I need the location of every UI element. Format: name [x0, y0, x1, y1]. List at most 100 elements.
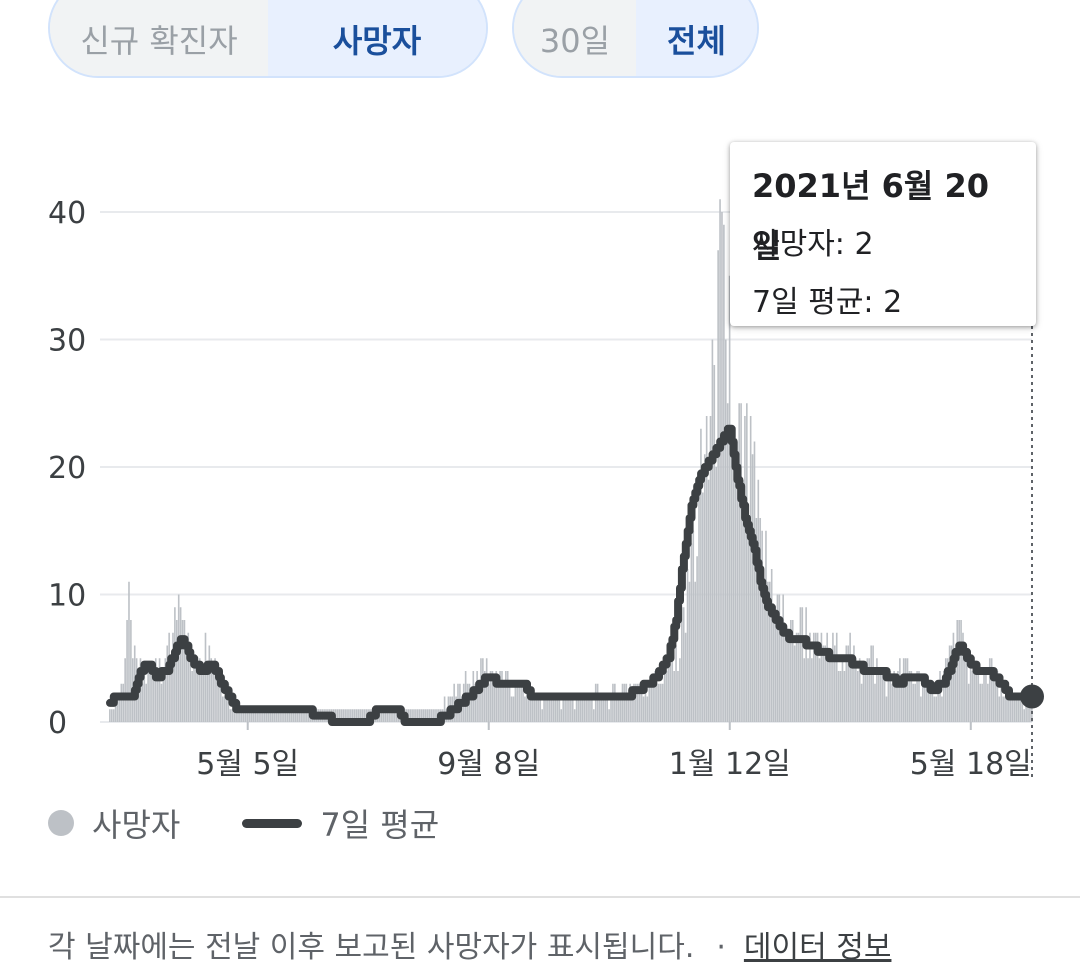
death-bar	[413, 709, 415, 722]
death-bar	[677, 671, 679, 722]
death-bar	[411, 709, 413, 722]
death-bar	[941, 696, 943, 722]
death-bar	[342, 709, 345, 722]
death-bar	[705, 416, 708, 722]
death-bar	[491, 671, 494, 722]
death-bar	[638, 683, 641, 722]
death-bar	[506, 671, 509, 722]
death-bar	[516, 683, 519, 722]
death-bar	[130, 620, 132, 722]
toggle-30-days[interactable]: 30일	[514, 0, 636, 76]
death-bar	[977, 671, 980, 722]
death-bar	[246, 709, 249, 722]
death-bar	[1019, 696, 1022, 722]
chart-tooltip: 2021년 6월 20일 사망자: 2 7일 평균: 2	[730, 142, 1036, 326]
death-bar	[415, 709, 417, 722]
death-bar	[195, 658, 197, 722]
footer-separator: ·	[716, 930, 726, 962]
death-bar	[277, 709, 279, 722]
legend-avg-label: 7일 평균	[320, 806, 440, 844]
data-info-link[interactable]: 데이터 정보	[743, 930, 892, 962]
death-bar	[359, 709, 362, 722]
death-bar	[273, 709, 276, 722]
death-bar	[355, 709, 358, 722]
death-bar	[340, 709, 343, 722]
death-bar	[260, 709, 262, 722]
death-bar	[478, 683, 480, 722]
death-bar	[795, 632, 798, 722]
death-bar	[556, 696, 559, 722]
death-bar	[763, 581, 765, 722]
death-bar	[430, 709, 433, 722]
death-bar	[778, 594, 781, 722]
hover-point	[1020, 684, 1044, 709]
death-bar	[422, 709, 425, 722]
death-bar	[696, 556, 698, 722]
death-bar	[292, 709, 295, 722]
death-bar	[835, 632, 838, 722]
death-bar	[487, 683, 490, 722]
range-toggle[interactable]: 30일 전체	[512, 0, 759, 78]
legend-deaths-label: 사망자	[92, 806, 181, 844]
death-bar	[801, 607, 804, 722]
death-bar	[878, 671, 880, 722]
death-bar	[916, 671, 918, 722]
death-bar	[258, 709, 260, 722]
death-bar	[579, 696, 582, 722]
death-bar	[969, 658, 972, 722]
death-bar	[432, 709, 434, 722]
death-bar	[675, 645, 677, 722]
x-tick-label: 9월 8일	[437, 747, 540, 782]
death-bar	[545, 696, 547, 722]
death-bar	[1031, 696, 1033, 722]
death-bar	[1015, 696, 1018, 722]
death-bar	[154, 658, 157, 722]
death-bar	[218, 683, 220, 722]
death-bar	[902, 658, 905, 722]
deaths-chart[interactable]: 0 10 20 30 40 5월 5일 9월 8일 1월 12일 5월 18일	[0, 0, 1080, 800]
death-bar	[790, 620, 792, 722]
death-bar	[189, 658, 191, 722]
toggle-deaths[interactable]: 사망자	[268, 0, 486, 76]
death-bar	[550, 696, 553, 722]
death-bar	[394, 709, 396, 722]
death-bar	[973, 671, 976, 722]
death-bar	[307, 709, 310, 722]
death-bar	[728, 275, 731, 722]
toggle-all[interactable]: 전체	[636, 0, 757, 76]
y-tick-label: 20	[48, 451, 86, 486]
death-bar	[350, 709, 352, 722]
death-bar	[485, 658, 488, 722]
death-bar	[539, 696, 542, 722]
death-bar	[782, 594, 784, 722]
death-bar	[933, 696, 936, 722]
death-bar	[784, 632, 786, 722]
death-bar	[535, 696, 538, 722]
legend-avg-swatch	[242, 818, 303, 828]
death-bar	[797, 632, 800, 722]
death-bar	[518, 683, 521, 722]
death-bar	[636, 683, 639, 722]
death-bar	[811, 658, 813, 722]
metric-toggle[interactable]: 신규 확진자 사망자	[48, 0, 488, 78]
toggle-new-cases[interactable]: 신규 확진자	[50, 0, 268, 76]
death-bar	[996, 671, 999, 722]
death-bar	[149, 671, 151, 722]
death-bar	[549, 696, 551, 722]
death-bar	[614, 683, 616, 722]
death-bar	[966, 658, 968, 722]
death-bar	[564, 696, 566, 722]
death-bar	[744, 416, 746, 722]
death-bar	[520, 683, 522, 722]
death-bar	[853, 645, 855, 722]
death-bar	[673, 671, 675, 722]
death-bar	[946, 658, 949, 722]
death-bar	[715, 467, 718, 722]
death-bar	[943, 671, 945, 722]
death-bar	[642, 696, 645, 722]
death-bar	[162, 671, 165, 722]
death-bar	[656, 683, 658, 722]
death-bar	[623, 683, 626, 722]
death-bar	[202, 671, 205, 722]
death-bar	[392, 709, 394, 722]
